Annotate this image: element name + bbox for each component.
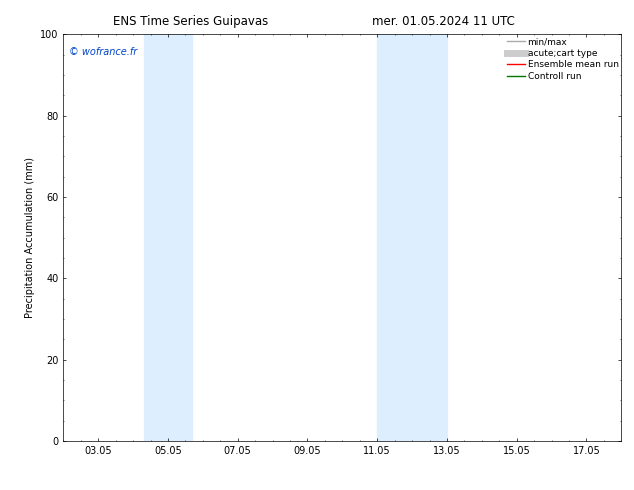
Text: © wofrance.fr: © wofrance.fr — [69, 47, 137, 56]
Y-axis label: Precipitation Accumulation (mm): Precipitation Accumulation (mm) — [25, 157, 35, 318]
Legend: min/max, acute;cart type, Ensemble mean run, Controll run: min/max, acute;cart type, Ensemble mean … — [505, 35, 621, 83]
Bar — [143, 34, 193, 441]
Bar — [377, 34, 447, 441]
Text: ENS Time Series Guipavas: ENS Time Series Guipavas — [113, 15, 268, 28]
Text: mer. 01.05.2024 11 UTC: mer. 01.05.2024 11 UTC — [372, 15, 515, 28]
